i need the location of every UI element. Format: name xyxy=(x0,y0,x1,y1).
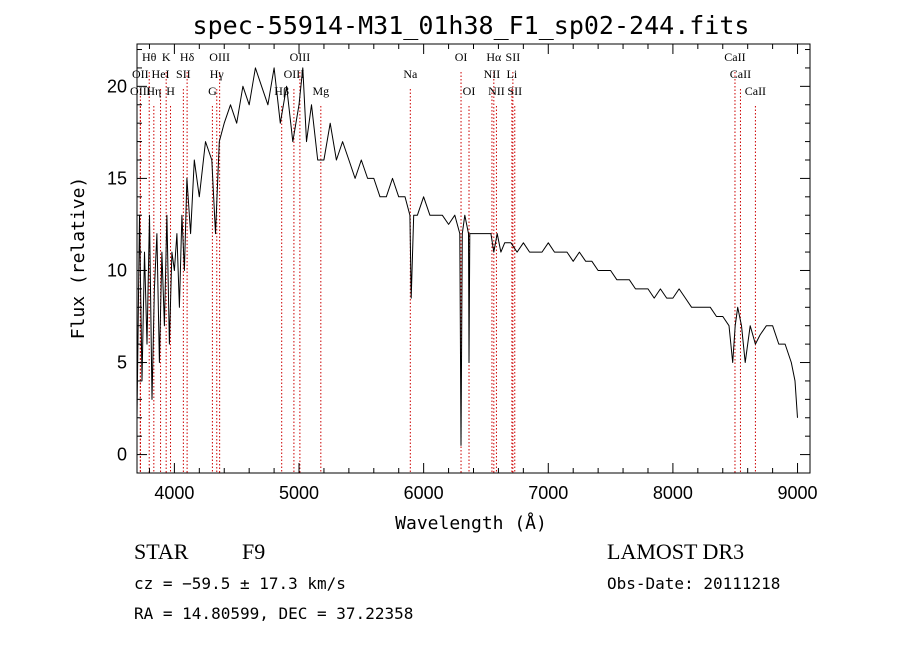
series-line-flux xyxy=(136,67,798,446)
spectral-line-label: OIII xyxy=(290,50,311,64)
spectral-line-label: Hδ xyxy=(180,50,195,64)
spectral-line-label: CaII xyxy=(724,50,745,64)
spectral-line-label: Hθ xyxy=(142,50,157,64)
spectral-line-label: NII xyxy=(484,67,501,81)
x-tick-label: 8000 xyxy=(653,483,693,503)
x-tick-label: 4000 xyxy=(154,483,194,503)
spectral-line-label: Li xyxy=(507,67,518,81)
obs-date: Obs-Date: 20111218 xyxy=(607,574,780,593)
object-class: STAR xyxy=(134,539,189,564)
y-tick-label: 10 xyxy=(107,260,127,280)
spectral-line-label: OI xyxy=(455,50,468,64)
x-tick-label: 7000 xyxy=(528,483,568,503)
spectral-line-label: SII xyxy=(506,50,521,64)
y-tick-label: 20 xyxy=(107,76,127,96)
axis-ticks xyxy=(137,44,810,473)
x-tick-label: 9000 xyxy=(778,483,818,503)
spectral-line-label: Hη xyxy=(146,84,161,98)
spectral-line-label: NII xyxy=(488,84,505,98)
spectral-line-markers xyxy=(139,72,756,473)
spectral-line-label: CaII xyxy=(745,84,766,98)
y-tick-label: 0 xyxy=(117,445,127,465)
series-layer xyxy=(136,67,798,446)
spectral-line-label: Na xyxy=(403,67,418,81)
spectral-line-label: H xyxy=(166,84,175,98)
spectral-line-label: HeI xyxy=(152,67,170,81)
y-tick-label: 5 xyxy=(117,353,127,373)
spectral-line-label: SII xyxy=(507,84,522,98)
spectral-line-label: OII xyxy=(132,67,149,81)
spectral-line-labels: Hθ K Hδ OIII OIII OI Hα SII CaII OII HeI SII Hγ OIII N… xyxy=(130,50,766,98)
plot-frame xyxy=(136,43,811,474)
x-tick-label: 5000 xyxy=(279,483,319,503)
spectral-line-label: G xyxy=(208,84,217,98)
redshift-text: cz = −59.5 ± 17.3 km/s xyxy=(134,574,346,593)
spectral-line-label: OIII xyxy=(284,67,305,81)
object-subclass: F9 xyxy=(242,539,265,564)
x-tick-label: 6000 xyxy=(404,483,444,503)
y-axis-label: Flux (relative) xyxy=(68,177,89,340)
axis-tick-labels: 4000 5000 6000 7000 8000 9000 0 5 10 15 20 xyxy=(107,76,818,503)
spectral-line-label: Hγ xyxy=(210,67,225,81)
spectral-line-label: OIII xyxy=(209,50,230,64)
spectral-line-label: Hα xyxy=(486,50,502,64)
spectral-line-label: OI xyxy=(463,84,476,98)
y-tick-label: 15 xyxy=(107,168,127,188)
spectral-line-label: CaII xyxy=(730,67,751,81)
spectral-line-label: OIII xyxy=(130,84,151,98)
coordinates-text: RA = 14.80599, DEC = 37.22358 xyxy=(134,604,413,623)
spectral-line-label: SII xyxy=(176,67,191,81)
chart-title: spec-55914-M31_01h38_F1_sp02-244.fits xyxy=(193,11,750,40)
x-axis-label: Wavelength (Å) xyxy=(395,512,547,534)
survey-name: LAMOST DR3 xyxy=(607,539,744,564)
spectral-line-label: Mg xyxy=(312,84,329,98)
spectral-line-label: K xyxy=(162,50,171,64)
